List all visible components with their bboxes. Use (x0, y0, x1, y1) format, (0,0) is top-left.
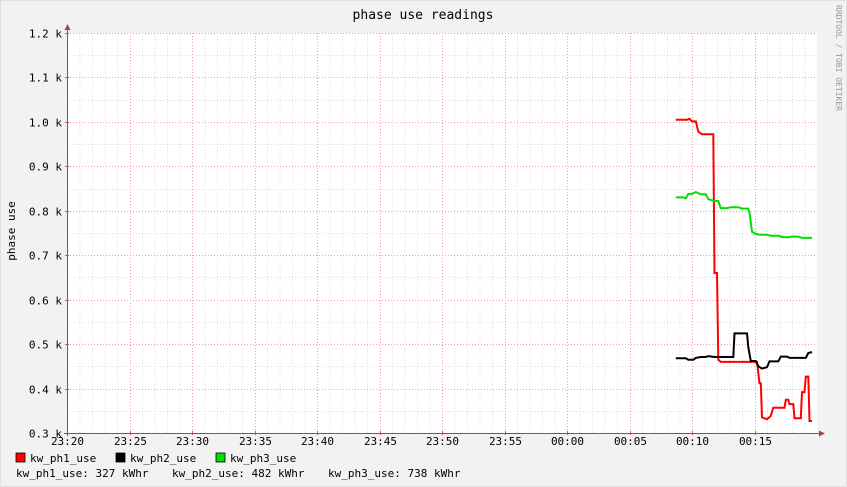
x-tick-label: 23:40 (301, 435, 334, 448)
y-axis-label: phase use (5, 201, 18, 261)
x-tick-label: 23:50 (426, 435, 459, 448)
legend-swatch (215, 452, 226, 463)
legend-label: kw_ph3_use (230, 452, 296, 465)
y-tick-label: 0.3 k (29, 428, 62, 441)
y-axis-arrow (64, 24, 71, 30)
legend: kw_ph1_use kw_ph2_use kw_ph3_use kw_ph1_use… (15, 452, 461, 480)
y-tick-label: 0.9 k (29, 161, 62, 174)
y-tick-label: 1.2 k (29, 28, 62, 41)
legend-summary: kw_ph2_use: 482 kWhr (172, 467, 305, 480)
grid (67, 33, 817, 433)
x-tick-label: 00:00 (551, 435, 584, 448)
y-tick-label: 0.7 k (29, 250, 62, 263)
legend-summary: kw_ph3_use: 738 kWhr (328, 467, 461, 480)
chart-title: phase use readings (353, 8, 494, 23)
x-tick-label: 00:15 (739, 435, 772, 448)
x-tick-label: 23:30 (176, 435, 209, 448)
legend-label: kw_ph2_use (130, 452, 196, 465)
axes: 23:20 23:25 23:30 23:35 23:40 23:45 23:50 23:55… (29, 24, 825, 448)
series-line-kw-ph2-use (675, 332, 813, 370)
x-axis-arrow (819, 430, 825, 437)
x-tick-label: 23:45 (364, 435, 397, 448)
legend-label: kw_ph1_use (30, 452, 96, 465)
legend-swatch (115, 452, 126, 463)
series-line-kw-ph1-use (675, 117, 812, 422)
legend-swatch (15, 452, 26, 463)
x-tick-label: 23:55 (489, 435, 522, 448)
x-tick-label: 00:05 (614, 435, 647, 448)
y-tick-label: 0.5 k (29, 339, 62, 352)
y-tick-label: 0.6 k (29, 295, 62, 308)
y-tick-label: 0.8 k (29, 206, 62, 219)
y-tick-label: 0.4 k (29, 384, 62, 397)
series-lines (675, 117, 813, 422)
series-line-kw-ph3-use (675, 191, 812, 239)
legend-summary: kw_ph1_use: 327 kWhr (16, 467, 149, 480)
x-tick-label: 23:20 (51, 435, 84, 448)
y-tick-label: 1.1 k (29, 72, 62, 85)
x-tick-label: 23:25 (114, 435, 147, 448)
x-tick-label: 00:10 (676, 435, 709, 448)
y-tick-label: 1.0 k (29, 117, 62, 130)
watermark: RRDTOOL / TOBI OETIKER (834, 5, 843, 111)
x-tick-label: 23:35 (239, 435, 272, 448)
